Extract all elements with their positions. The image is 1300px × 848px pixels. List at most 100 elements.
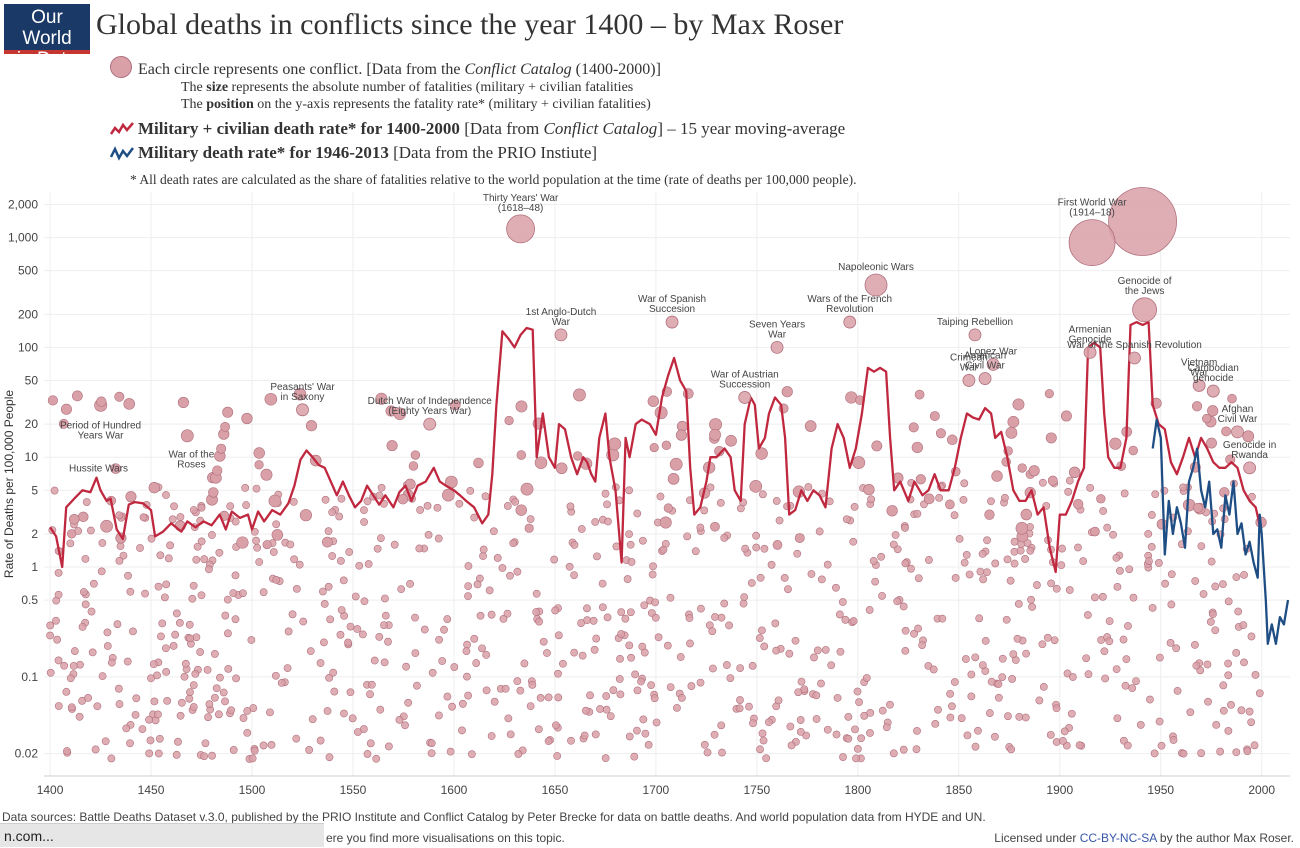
conflict-circle — [983, 568, 991, 577]
conflict-circle — [186, 688, 194, 697]
conflict-circle — [1206, 437, 1217, 449]
conflict-circle — [516, 450, 527, 460]
conflict-circle — [126, 739, 134, 748]
conflict-circle — [1169, 736, 1178, 744]
conflict-circle — [441, 488, 455, 502]
conflict-circle — [1047, 579, 1056, 588]
y-tick-label: 20 — [25, 417, 39, 431]
conflict-circle — [994, 693, 1003, 702]
conflict-circle — [862, 674, 871, 682]
license-link[interactable]: CC-BY-NC-SA — [1079, 831, 1157, 845]
license-text: Licensed under CC-BY-NC-SA by the author… — [994, 831, 1294, 845]
x-tick-label: 1750 — [744, 783, 771, 797]
conflict-circle — [1010, 537, 1019, 546]
conflict-circle — [443, 692, 452, 701]
conflict-circle — [823, 560, 832, 569]
conflict-circle — [98, 539, 107, 547]
conflict-circle — [944, 499, 955, 510]
conflict-circle — [119, 551, 128, 560]
conflict-circle — [377, 483, 386, 492]
conflict-circle — [299, 617, 308, 626]
conflict-circle — [802, 731, 811, 740]
conflict-circle — [866, 709, 875, 717]
conflict-circle — [559, 659, 567, 668]
conflict-circle — [433, 503, 442, 512]
conflict-circle — [210, 650, 219, 658]
conflict-circle — [464, 592, 472, 601]
conflict-circle — [386, 440, 398, 452]
conflict-circle — [913, 726, 921, 735]
conflict-circle — [675, 429, 688, 441]
conflict-circle — [321, 495, 330, 504]
conflict-circle — [67, 703, 76, 712]
conflict-circle — [625, 530, 633, 539]
conflict-circle — [490, 697, 499, 706]
conflict-circle — [506, 571, 514, 580]
conflict-circle — [255, 558, 264, 566]
conflict-circle — [659, 516, 672, 529]
conflict-circle — [1012, 398, 1025, 411]
conflict-circle — [598, 579, 607, 588]
conflict-circle — [503, 609, 512, 618]
conflict-circle — [520, 659, 529, 668]
conflict-circle — [1038, 478, 1047, 487]
conflict-circle — [544, 737, 553, 746]
conflict-circle — [482, 686, 491, 695]
conflict-label: Wars of the French — [807, 294, 892, 305]
conflict-circle — [212, 684, 221, 693]
conflict-circle — [578, 651, 587, 660]
conflict-circle — [397, 493, 409, 505]
conflict-label-sub: Rwanda — [1231, 450, 1268, 461]
conflict-circle — [60, 661, 69, 670]
conflict-circle — [1015, 521, 1029, 535]
y-tick-label: 0.1 — [21, 670, 38, 684]
conflict-circle — [320, 638, 328, 647]
conflict-circle — [869, 556, 878, 565]
logo-line-2: in Data — [16, 49, 78, 70]
conflict-circle — [360, 597, 369, 606]
conflict-circle — [1161, 579, 1170, 588]
conflict-circle — [893, 597, 902, 606]
conflict-circle — [625, 486, 633, 495]
status-url-bar[interactable]: n.com... — [0, 823, 324, 847]
conflict-circle — [760, 544, 769, 553]
conflict-circle — [616, 690, 625, 699]
conflict-circle — [150, 697, 159, 706]
conflict-circle — [446, 747, 455, 756]
x-tick-label: 1900 — [1046, 783, 1073, 797]
conflict-circle — [147, 534, 156, 543]
conflict-circle — [155, 734, 164, 743]
conflict-circle — [815, 527, 824, 536]
conflict-circle — [603, 500, 611, 509]
conflict-circle — [423, 502, 432, 510]
conflict-circle — [325, 674, 334, 682]
conflict-circle — [1101, 674, 1110, 683]
conflict-circle — [366, 690, 374, 699]
conflict-circle — [316, 659, 325, 667]
conflict-circle — [566, 502, 575, 511]
conflict-circle — [326, 615, 335, 624]
conflict-circle — [1179, 483, 1188, 492]
conflict-label: War of the Spanish Revolution — [1067, 340, 1202, 351]
conflict-circle — [200, 555, 209, 564]
conflict-circle — [784, 585, 792, 594]
conflict-circle-labeled — [1108, 187, 1177, 256]
more-visualisations-text: ere you find more visualisations on this… — [326, 831, 565, 845]
conflict-circle — [146, 736, 155, 745]
conflict-circle — [227, 706, 236, 715]
conflict-circle — [1100, 647, 1109, 656]
conflict-circle — [827, 661, 836, 670]
conflict-circle — [346, 688, 355, 697]
conflict-circle — [710, 521, 720, 532]
conflict-circle — [1148, 603, 1157, 612]
conflict-circle — [748, 661, 757, 670]
conflict-circle — [473, 580, 482, 589]
conflict-circle — [573, 451, 583, 461]
conflict-circle — [176, 513, 185, 521]
conflict-circle — [344, 638, 352, 647]
conflict-circle — [329, 668, 338, 677]
conflict-circle — [626, 608, 635, 617]
conflict-circle — [149, 660, 158, 669]
conflict-circle — [913, 509, 922, 518]
conflict-circle — [75, 712, 84, 721]
